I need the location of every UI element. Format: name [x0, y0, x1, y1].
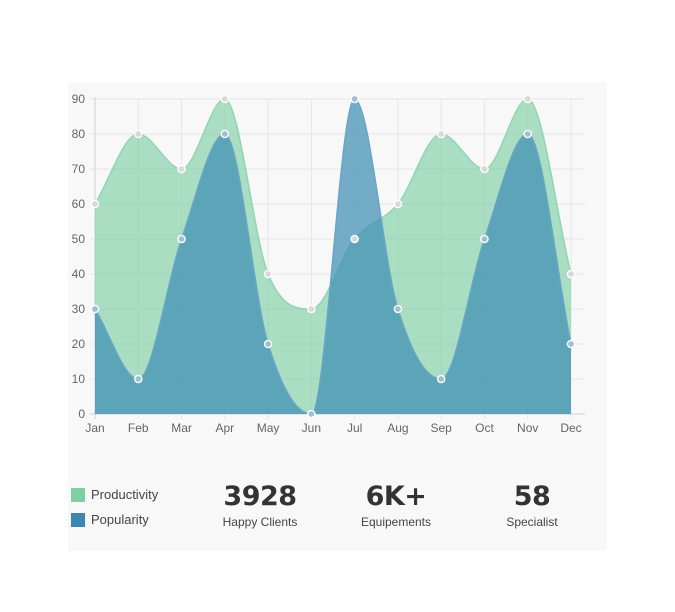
x-tick-label: Dec: [560, 421, 581, 435]
x-tick-label: Jan: [85, 421, 104, 435]
y-tick-label: 60: [72, 197, 86, 211]
stat-specialist: 58 Specialist: [462, 480, 602, 529]
y-tick-label: 40: [72, 267, 86, 281]
y-tick-label: 30: [72, 302, 86, 316]
x-tick-label: Feb: [128, 421, 149, 435]
data-point-productivity: [133, 129, 143, 139]
data-point-popularity: [350, 94, 359, 104]
x-tick-label: Apr: [215, 421, 234, 435]
stat-label: Equipements: [360, 515, 432, 529]
data-point-popularity: [220, 129, 230, 139]
data-point-popularity: [436, 374, 446, 384]
data-point-productivity: [220, 94, 230, 104]
y-tick-label: 10: [72, 372, 86, 386]
data-point-popularity: [393, 304, 403, 314]
x-tick-label: May: [257, 421, 280, 435]
data-point-popularity: [307, 409, 316, 419]
x-tick-label: Aug: [387, 421, 408, 435]
data-point-popularity: [480, 234, 489, 244]
x-tick-label: Sep: [431, 421, 453, 435]
x-tick-label: Jun: [302, 421, 321, 435]
data-point-productivity: [177, 164, 186, 174]
x-tick-label: Mar: [171, 421, 192, 435]
data-point-popularity: [133, 374, 143, 384]
y-tick-label: 20: [72, 337, 86, 351]
x-tick-label: Oct: [475, 421, 494, 435]
y-tick-label: 0: [78, 407, 85, 421]
stat-value: 6K+: [365, 481, 427, 512]
x-tick-label: Nov: [517, 421, 538, 435]
data-point-popularity: [566, 339, 576, 349]
data-point-popularity: [177, 234, 186, 244]
data-point-productivity: [350, 234, 359, 244]
y-tick-label: 90: [72, 92, 86, 106]
y-tick-label: 50: [72, 232, 86, 246]
stat-label: Specialist: [506, 515, 558, 529]
data-point-productivity: [436, 129, 446, 139]
legend-swatch-popularity: [71, 512, 85, 527]
stat-equipements: 6K+ Equipements: [326, 480, 466, 529]
legend-label: Popularity: [91, 512, 149, 527]
data-point-popularity: [90, 304, 100, 314]
stat-value: 3928: [223, 481, 297, 512]
legend-item-productivity[interactable]: Productivity: [71, 482, 158, 507]
stat-value: 58: [513, 481, 551, 512]
data-point-productivity: [263, 269, 273, 279]
data-point-productivity: [480, 164, 489, 174]
legend-label: Productivity: [91, 487, 159, 502]
y-tick-label: 70: [72, 162, 86, 176]
data-point-productivity: [90, 199, 100, 209]
data-point-popularity: [523, 129, 533, 139]
y-tick-label: 80: [72, 127, 86, 141]
stat-happy-clients: 3928 Happy Clients: [190, 480, 330, 529]
data-point-popularity: [263, 339, 273, 349]
legend-swatch-productivity: [71, 487, 85, 502]
data-point-productivity: [307, 304, 316, 314]
data-point-productivity: [523, 94, 533, 104]
stat-label: Happy Clients: [222, 515, 298, 529]
legend-item-popularity[interactable]: Popularity: [71, 507, 158, 532]
chart-legend: Productivity Popularity: [71, 482, 158, 532]
x-tick-label: Jul: [347, 421, 362, 435]
data-point-productivity: [393, 199, 403, 209]
data-point-productivity: [566, 269, 576, 279]
